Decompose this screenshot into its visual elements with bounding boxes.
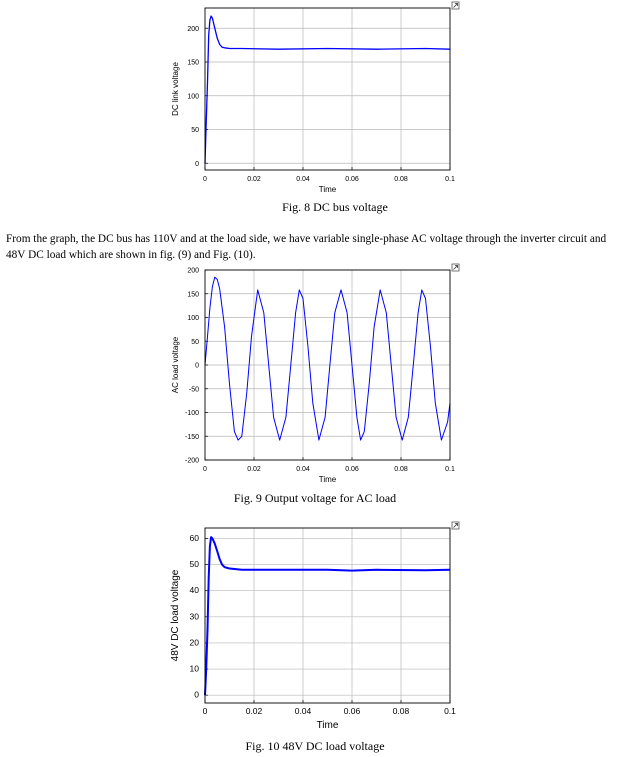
x-tick-label: 0 (203, 466, 207, 473)
x-tick-label: 0.02 (246, 706, 263, 716)
x-axis-label: Time (319, 475, 337, 484)
y-tick-label: -200 (185, 458, 199, 465)
y-axis-label: DC link voltage (171, 62, 180, 116)
y-tick-label: 50 (191, 127, 199, 134)
y-tick-label: -150 (185, 434, 199, 441)
y-tick-label: -100 (185, 410, 199, 417)
y-tick-label: -50 (189, 386, 199, 393)
y-tick-label: 150 (187, 291, 199, 298)
fig9-caption: Fig. 9 Output voltage for AC load (233, 491, 397, 505)
x-tick-label: 0 (203, 706, 208, 716)
x-tick-label: 0.06 (345, 466, 359, 473)
plot-area (205, 8, 450, 170)
x-axis-label: Time (317, 720, 339, 731)
x-axis-label: Time (319, 185, 337, 194)
x-tick-label: 0.02 (247, 176, 261, 183)
series-line (204, 536, 451, 696)
x-tick-label: 0.06 (345, 176, 359, 183)
y-tick-label: 0 (194, 690, 199, 700)
x-tick-label: 0.04 (295, 706, 312, 716)
fig10-chart: 0 0.02 0.04 0.06 0.08 0.1 0 10 20 30 40 50 60 Time 48V… (170, 521, 460, 731)
y-tick-label: 30 (190, 611, 200, 621)
y-tick-label: 100 (187, 93, 199, 100)
y-axis-label: 48V DC load voltage (170, 569, 181, 661)
x-tick-label: 0.1 (445, 466, 455, 473)
x-tick-label: 0.04 (296, 176, 310, 183)
x-tick-label: 0.06 (344, 706, 361, 716)
dock-arrow-icon (453, 265, 458, 270)
fig8-chart: 0 0.02 0.04 0.06 0.08 0.1 0 50 100 150 200 Time DC l… (171, 1, 460, 194)
y-tick-label: 10 (190, 664, 200, 674)
x-tick-label: 0.08 (394, 466, 408, 473)
figure-9: 0 0.02 0.04 0.06 0.08 0.1 -200 -150 -100 -50 0 50 10… (165, 258, 465, 490)
figure-10: 0 0.02 0.04 0.06 0.08 0.1 0 10 20 30 40 50 60 Time 48V… (165, 520, 465, 740)
axes-box (204, 527, 451, 704)
series-line (204, 276, 451, 441)
y-tick-label: 40 (190, 585, 200, 595)
y-tick-label: 50 (191, 339, 199, 346)
y-axis-label: AC load voltage (171, 336, 180, 393)
dock-arrow-icon (453, 3, 458, 8)
dock-arrow-icon (453, 523, 458, 528)
x-tick-label: 0.1 (444, 706, 456, 716)
x-tick-label: 0.04 (296, 466, 310, 473)
body-paragraph: From the graph, the DC bus has 110V and … (6, 233, 607, 261)
fig9-chart: 0 0.02 0.04 0.06 0.08 0.1 -200 -150 -100 -50 0 50 10… (171, 263, 460, 484)
axes-box (204, 7, 451, 171)
x-tick-label: 0.02 (247, 466, 261, 473)
y-tick-label: 0 (195, 161, 199, 168)
y-tick-label: 60 (190, 533, 200, 543)
y-tick-label: 20 (190, 637, 200, 647)
axes-box (204, 269, 451, 461)
x-tick-label: 0.08 (393, 706, 410, 716)
x-tick-label: 0.1 (445, 176, 455, 183)
y-tick-label: 200 (187, 268, 199, 275)
y-tick-label: 150 (187, 60, 199, 67)
figure-8: 0 0.02 0.04 0.06 0.08 0.1 0 50 100 150 200 Time DC l… (165, 0, 465, 200)
x-tick-label: 0 (203, 176, 207, 183)
x-tick-label: 0.08 (394, 176, 408, 183)
fig10-caption: Fig. 10 48V DC load voltage (245, 739, 385, 753)
plot-area (205, 528, 450, 703)
series-line (204, 15, 451, 164)
y-tick-label: 200 (187, 26, 199, 33)
y-tick-label: 100 (187, 315, 199, 322)
fig8-caption: Fig. 8 DC bus voltage (282, 200, 388, 214)
y-tick-label: 50 (190, 559, 200, 569)
y-tick-label: 0 (195, 363, 199, 370)
